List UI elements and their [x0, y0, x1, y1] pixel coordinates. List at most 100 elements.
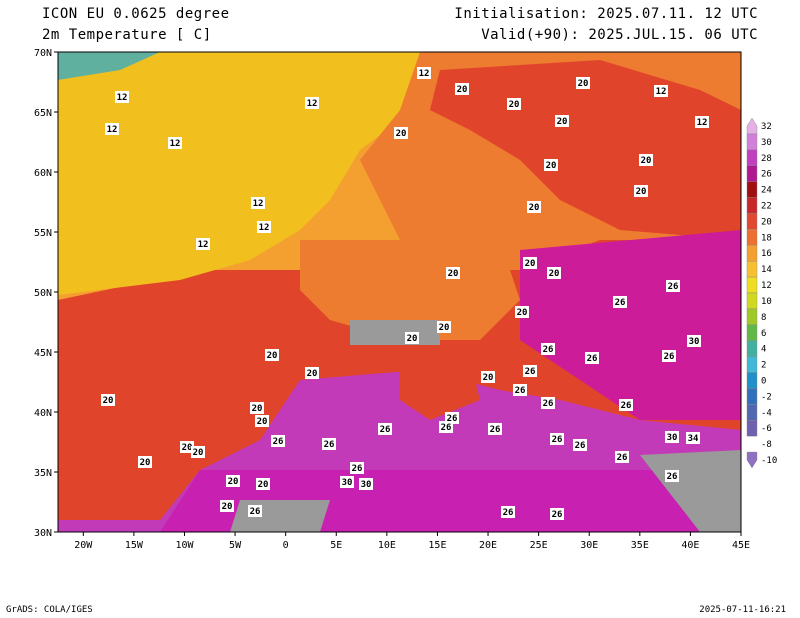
svg-text:20: 20 [228, 477, 239, 487]
colorbar-label: 10 [761, 297, 772, 307]
svg-text:20: 20 [267, 351, 278, 361]
svg-text:26: 26 [668, 282, 679, 292]
svg-text:20: 20 [252, 404, 263, 414]
contour-label: 20 [265, 349, 279, 361]
colorbar-label: 8 [761, 313, 766, 323]
contour-label: 26 [523, 365, 537, 377]
svg-text:12: 12 [419, 69, 430, 79]
colorbar-label: 32 [761, 122, 772, 132]
lon-label: 20E [479, 540, 497, 551]
colorbar-label: 12 [761, 281, 772, 291]
svg-text:20: 20 [578, 79, 589, 89]
contour-label: 20 [544, 159, 558, 171]
colorbar-label: 18 [761, 233, 772, 243]
model-title: ICON EU 0.0625 degree [42, 6, 230, 22]
colorbar-swatch [746, 133, 758, 151]
lon-label: 20W [74, 540, 93, 551]
contour-label: 20 [481, 371, 495, 383]
contour-label: 20 [226, 475, 240, 487]
contour-label: 26 [378, 423, 392, 435]
contour-label: 30 [340, 476, 354, 488]
svg-text:26: 26 [490, 425, 501, 435]
colorbar-swatch [746, 308, 758, 326]
contour-label: 26 [666, 280, 680, 292]
colorbar-swatch [746, 340, 758, 357]
svg-text:20: 20 [439, 323, 450, 333]
contour-label: 20 [138, 456, 152, 468]
region-mountain [350, 320, 440, 345]
svg-text:30: 30 [361, 480, 372, 490]
contour-label: 20 [220, 500, 234, 512]
lon-label: 5E [330, 540, 342, 551]
contour-label: 26 [541, 343, 555, 355]
contour-label: 34 [686, 432, 700, 444]
contour-label: 12 [196, 238, 210, 250]
svg-text:20: 20 [509, 100, 520, 110]
svg-text:20: 20 [529, 203, 540, 213]
lat-label: 60N [34, 168, 52, 179]
colorbar-swatch [746, 245, 758, 262]
contour-label: 26 [585, 352, 599, 364]
colorbar-label: 0 [761, 376, 766, 386]
contour-label: 20 [507, 98, 521, 110]
colorbar-label: 2 [761, 361, 766, 371]
lon-label: 5W [229, 540, 242, 551]
contour-label: 20 [446, 267, 460, 279]
svg-text:12: 12 [117, 93, 128, 103]
grads-credit: GrADS: COLA/IGES [6, 605, 93, 615]
svg-text:26: 26 [552, 510, 563, 520]
contour-label: 20 [305, 367, 319, 379]
svg-text:26: 26 [250, 507, 261, 517]
svg-text:12: 12 [259, 223, 270, 233]
colorbar-label: 30 [761, 138, 772, 148]
svg-text:26: 26 [352, 464, 363, 474]
svg-text:30: 30 [689, 337, 700, 347]
contour-label: 26 [271, 435, 285, 447]
contour-label: 26 [665, 470, 679, 482]
contour-label: 20 [639, 154, 653, 166]
contour-label: 26 [248, 505, 262, 517]
colorbar-label: -8 [761, 440, 772, 450]
svg-text:26: 26 [575, 441, 586, 451]
contour-label: 12 [168, 137, 182, 149]
contour-label: 20 [250, 402, 264, 414]
svg-text:26: 26 [447, 414, 458, 424]
svg-text:20: 20 [140, 458, 151, 468]
svg-text:20: 20 [448, 269, 459, 279]
contour-label: 26 [550, 508, 564, 520]
contour-label: 30 [359, 478, 373, 490]
contour-label: 20 [455, 83, 469, 95]
colorbar-swatch [746, 356, 758, 373]
svg-text:20: 20 [103, 396, 114, 406]
longitude-labels: 20W 15W 10W 5W 0 5E 10E 15E 20E 25E 30E 35E 40E 45E [74, 540, 750, 551]
svg-text:20: 20 [641, 156, 652, 166]
lon-label: 10E [378, 540, 396, 551]
colorbar-swatch [746, 213, 758, 230]
svg-text:20: 20 [193, 448, 204, 458]
contour-label: 20 [555, 115, 569, 127]
svg-text:12: 12 [170, 139, 181, 149]
lat-label: 40N [34, 408, 52, 419]
region-atlantic [400, 360, 480, 420]
svg-text:26: 26 [515, 386, 526, 396]
contour-label: 20 [547, 267, 561, 279]
contour-label: 12 [257, 221, 271, 233]
svg-text:26: 26 [273, 437, 284, 447]
contour-label: 20 [515, 306, 529, 318]
contour-label: 12 [654, 85, 668, 97]
colorbar-label: 14 [761, 265, 772, 275]
svg-text:26: 26 [380, 425, 391, 435]
colorbar-label: -4 [761, 408, 772, 418]
colorbar-swatch [746, 229, 758, 246]
svg-text:20: 20 [222, 502, 233, 512]
colorbar-swatch [746, 260, 758, 278]
contour-label: 26 [322, 438, 336, 450]
colorbar-swatch [746, 197, 758, 214]
svg-text:26: 26 [324, 440, 335, 450]
svg-text:20: 20 [546, 161, 557, 171]
svg-text:26: 26 [587, 354, 598, 364]
svg-text:34: 34 [688, 434, 699, 444]
contour-label: 12 [417, 67, 431, 79]
colorbar-label: 16 [761, 249, 772, 259]
